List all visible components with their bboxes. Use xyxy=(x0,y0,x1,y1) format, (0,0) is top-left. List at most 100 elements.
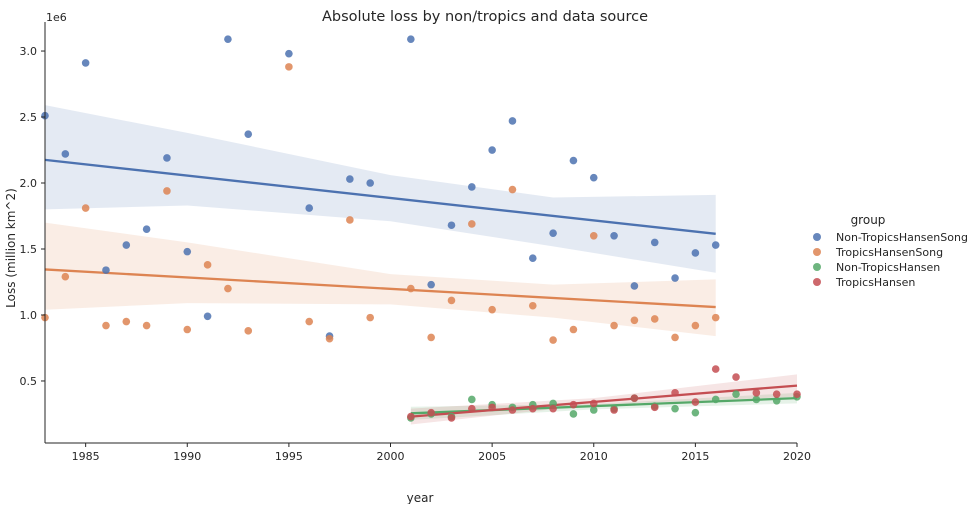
point-non-tropicshansensong-1995 xyxy=(285,49,293,58)
chart-title: Absolute loss by non/tropics and data so… xyxy=(322,9,648,25)
point-tropicshansen-2018 xyxy=(752,389,761,397)
point-tropicshansensong-2009 xyxy=(569,325,578,334)
point-non-tropicshansensong-1998 xyxy=(346,175,354,183)
point-non-tropicshansensong-1987 xyxy=(122,241,131,249)
point-tropicshansen-2012 xyxy=(630,394,639,402)
point-non-tropicshansensong-1996 xyxy=(305,204,314,212)
legend-marker-non-tropicshansensong xyxy=(813,233,821,241)
point-non-tropicshansen-2017 xyxy=(732,390,740,398)
point-tropicshansensong-1995 xyxy=(285,63,293,71)
y-tick-label: 0.5 xyxy=(20,375,38,388)
point-tropicshansensong-2013 xyxy=(650,315,659,323)
y-tick-label: 1.5 xyxy=(20,243,38,256)
point-tropicshansensong-1992 xyxy=(224,284,232,293)
legend-marker-tropicshansensong xyxy=(813,248,821,256)
point-tropicshansen-2014 xyxy=(671,389,679,397)
point-tropicshansensong-1993 xyxy=(244,327,253,335)
confidence-band-non-tropicshansensong xyxy=(45,105,716,273)
x-tick-label: 1985 xyxy=(72,450,100,463)
axes: 1985 1990 1995 2000 2005 2010 2015 2020 0.5 1.0 1.… xyxy=(20,22,811,463)
y-tick-label: 3.0 xyxy=(20,45,38,58)
point-tropicshansensong-1985 xyxy=(81,204,90,212)
legend-marker-non-tropicshansen xyxy=(813,263,821,271)
point-non-tropicshansensong-1985 xyxy=(81,59,90,67)
legend: group Non-TropicsHansenSong TropicsHansen… xyxy=(813,213,968,289)
point-non-tropicshansensong-1999 xyxy=(366,179,374,187)
point-non-tropicshansensong-2008 xyxy=(549,229,557,237)
point-tropicshansensong-1986 xyxy=(102,321,110,330)
point-non-tropicshansensong-2015 xyxy=(691,249,700,257)
point-non-tropicshansensong-2016 xyxy=(711,241,720,249)
point-non-tropicshansensong-2013 xyxy=(650,238,659,247)
point-tropicshansen-2007 xyxy=(528,404,537,413)
point-tropicshansensong-2002 xyxy=(427,333,435,342)
point-non-tropicshansensong-1992 xyxy=(224,35,232,43)
point-tropicshansen-2019 xyxy=(772,390,781,398)
y-tick-label: 2.0 xyxy=(20,177,38,190)
point-tropicshansensong-2005 xyxy=(488,305,496,314)
point-tropicshansensong-1991 xyxy=(203,261,212,269)
point-non-tropicshansensong-1990 xyxy=(183,247,192,256)
regression-line-tropicshansensong xyxy=(44,268,716,309)
point-tropicshansen-2004 xyxy=(468,404,476,413)
point-non-tropicshansen-2015 xyxy=(691,408,700,417)
point-non-tropicshansensong-1993 xyxy=(244,130,253,138)
point-non-tropicshansensong-2014 xyxy=(671,274,679,282)
point-tropicshansensong-2010 xyxy=(589,231,598,240)
confidence-bands xyxy=(45,105,797,425)
point-tropicshansensong-2003 xyxy=(447,296,456,305)
point-tropicshansen-2016 xyxy=(711,365,720,373)
point-non-tropicshansensong-2007 xyxy=(528,254,537,263)
regression-line-non-tropicshansensong xyxy=(44,158,716,235)
point-tropicshansensong-2012 xyxy=(630,316,639,325)
confidence-band-tropicshansen xyxy=(410,374,797,425)
regression-lines xyxy=(44,158,798,418)
point-tropicshansen-2017 xyxy=(732,373,740,381)
point-non-tropicshansen-2010 xyxy=(589,406,598,414)
point-non-tropicshansen-2014 xyxy=(671,404,679,413)
point-tropicshansen-2005 xyxy=(488,403,496,412)
point-tropicshansen-2001 xyxy=(407,412,415,421)
regression-line-tropicshansen xyxy=(410,384,798,418)
point-tropicshansen-2009 xyxy=(569,400,578,409)
x-tick-label: 2020 xyxy=(783,450,811,463)
point-non-tropicshansensong-2012 xyxy=(630,282,639,290)
point-tropicshansen-2006 xyxy=(508,406,517,414)
legend-title: group xyxy=(851,213,886,227)
point-tropicshansensong-1996 xyxy=(305,317,314,326)
point-tropicshansensong-2014 xyxy=(671,333,679,342)
point-non-tropicshansensong-2010 xyxy=(589,173,598,182)
y-axis-label: Loss (million km^2) xyxy=(4,188,18,308)
point-tropicshansensong-2008 xyxy=(549,336,557,344)
point-non-tropicshansensong-1986 xyxy=(102,266,110,274)
legend-label-non-tropicshansen: Non-TropicsHansen xyxy=(836,261,940,274)
x-axis-label: year xyxy=(407,491,434,504)
data-points xyxy=(41,35,801,422)
point-non-tropicshansen-2004 xyxy=(468,395,476,404)
point-tropicshansen-2020 xyxy=(793,390,801,398)
point-tropicshansen-2011 xyxy=(610,406,618,414)
point-tropicshansensong-1988 xyxy=(142,321,151,330)
point-non-tropicshansensong-2001 xyxy=(407,35,415,43)
point-tropicshansensong-1999 xyxy=(366,313,374,322)
point-tropicshansen-2002 xyxy=(427,408,435,417)
x-tick-label: 2005 xyxy=(478,450,506,463)
legend-label-tropicshansensong: TropicsHansenSong xyxy=(835,246,943,259)
point-tropicshansen-2013 xyxy=(650,403,659,412)
y-tick-label: 1.0 xyxy=(20,309,38,322)
point-tropicshansen-2008 xyxy=(549,404,557,413)
point-non-tropicshansensong-1991 xyxy=(203,312,212,321)
legend-marker-tropicshansen xyxy=(813,278,821,286)
point-non-tropicshansen-2016 xyxy=(711,395,720,404)
point-tropicshansensong-2015 xyxy=(691,321,700,330)
point-non-tropicshansensong-1989 xyxy=(163,154,171,162)
point-tropicshansensong-2006 xyxy=(508,185,517,194)
point-non-tropicshansensong-2005 xyxy=(488,146,496,154)
x-tick-label: 2010 xyxy=(580,450,608,463)
confidence-band-tropicshansensong xyxy=(45,222,716,337)
point-tropicshansen-2003 xyxy=(447,414,456,422)
point-non-tropicshansen-2009 xyxy=(569,410,578,418)
point-tropicshansensong-1998 xyxy=(346,216,354,224)
